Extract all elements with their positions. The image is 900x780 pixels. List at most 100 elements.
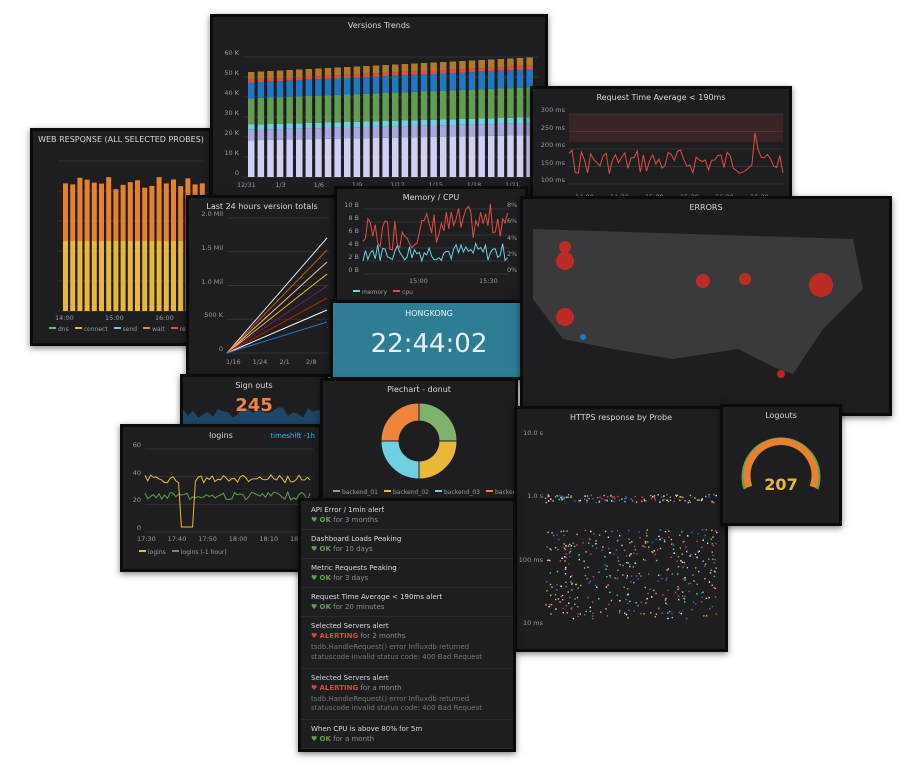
scatter-dot bbox=[692, 574, 694, 576]
scatter-dot bbox=[550, 549, 552, 551]
scatter-dot bbox=[567, 496, 569, 499]
scatter-dot bbox=[604, 530, 607, 533]
bar-segment bbox=[382, 137, 389, 177]
scatter-dot bbox=[638, 572, 641, 575]
alert-since: for a month bbox=[360, 683, 402, 692]
bar-segment bbox=[497, 59, 505, 68]
scatter-dot bbox=[681, 553, 683, 555]
scatter-dot bbox=[591, 545, 594, 547]
scatter-dot bbox=[618, 499, 621, 502]
scatter-dot bbox=[556, 494, 558, 497]
legend-swatch bbox=[333, 490, 340, 492]
bar-segment bbox=[286, 77, 293, 81]
bar-segment bbox=[526, 57, 533, 66]
alert-state-row: ♥ OK for a month bbox=[311, 735, 503, 743]
bar-segment bbox=[276, 123, 284, 130]
bar-segment bbox=[248, 124, 255, 130]
scatter-dot bbox=[683, 598, 686, 600]
scatter-dot bbox=[589, 553, 592, 555]
scatter-dot bbox=[629, 600, 631, 603]
scatter-dot bbox=[633, 552, 635, 555]
legend-swatch bbox=[383, 490, 391, 492]
bar-segment bbox=[286, 70, 293, 78]
bar-segment bbox=[363, 121, 370, 128]
bar-segment bbox=[468, 124, 476, 137]
panel-title: logins bbox=[209, 431, 233, 440]
bar-segment bbox=[401, 126, 409, 138]
y-tick-label: 40 bbox=[132, 468, 141, 477]
scatter-dot bbox=[626, 594, 629, 596]
alert-name: API Error / 1min alert bbox=[311, 506, 385, 514]
bar-segment bbox=[142, 187, 148, 241]
scatter-dot bbox=[701, 546, 703, 549]
y-tick-label: 2.0 Mil bbox=[201, 210, 223, 218]
scatter-dot bbox=[682, 597, 685, 600]
y-tick-label: 10 K bbox=[224, 149, 239, 157]
scatter-dot bbox=[687, 583, 690, 585]
scatter-dot bbox=[563, 547, 566, 549]
bar-segment bbox=[488, 67, 495, 72]
bar-segment bbox=[372, 65, 380, 74]
scatter-dot bbox=[708, 597, 710, 599]
legend-label: wait bbox=[152, 326, 165, 333]
scatter-dot bbox=[650, 494, 652, 497]
scatter-dot bbox=[569, 596, 571, 599]
scatter-dot bbox=[549, 548, 551, 550]
bar-segment bbox=[106, 177, 112, 241]
bar-segment bbox=[257, 71, 265, 79]
scatter-dot bbox=[621, 498, 623, 500]
scatter-dot bbox=[669, 610, 671, 613]
scatter-dot bbox=[667, 500, 670, 503]
scatter-dot bbox=[565, 546, 567, 548]
bar-segment bbox=[372, 73, 380, 77]
scatter-dot bbox=[691, 531, 693, 534]
scatter-dot bbox=[565, 581, 567, 583]
scatter-dot bbox=[584, 574, 587, 577]
x-tick-label: 1/3 bbox=[275, 181, 286, 189]
panel-title: WEB RESPONSE (ALL SELECTED PROBES) bbox=[38, 135, 204, 144]
scatter-dot bbox=[647, 573, 650, 575]
alert-state-row: ♥ OK for 20 minutes bbox=[311, 603, 503, 611]
legend-swatch bbox=[393, 290, 401, 292]
bar-segment bbox=[478, 136, 485, 177]
scatter-dot bbox=[646, 529, 649, 531]
y-tick-label: 0 bbox=[234, 169, 239, 177]
y-tick-label: 30 K bbox=[224, 109, 239, 117]
web-response-panel: WEB RESPONSE (ALL SELECTED PROBES) 14:00 1… bbox=[30, 128, 212, 346]
bar-segment bbox=[363, 138, 370, 177]
scatter-dot bbox=[631, 541, 633, 543]
series-line bbox=[226, 285, 328, 354]
scatter-dot bbox=[676, 573, 679, 575]
scatter-dot bbox=[579, 613, 581, 615]
scatter-dot bbox=[657, 574, 660, 577]
versions-trends-panel: Versions Trends 60 K 50 K 40 K 30 K 20 K 10 K 0… bbox=[210, 14, 548, 202]
scatter-dot bbox=[593, 533, 595, 535]
x-tick-label: 1/18 bbox=[466, 181, 482, 189]
y-tick-label: 100 ms bbox=[518, 555, 543, 564]
bar-segment bbox=[440, 119, 447, 126]
scatter-dot bbox=[712, 544, 715, 547]
scatter-dot bbox=[596, 497, 599, 499]
bar-segment bbox=[324, 122, 332, 128]
bar-segment bbox=[363, 77, 370, 94]
bar-segment bbox=[478, 124, 485, 137]
scatter-dot bbox=[693, 580, 695, 582]
scatter-dot bbox=[659, 547, 662, 550]
scatter-dot bbox=[633, 545, 636, 548]
scatter-dot bbox=[659, 529, 661, 531]
scatter-dot bbox=[623, 586, 625, 588]
alert-message: tsdb.HandleRequest() error Influxdb retu… bbox=[311, 643, 482, 661]
legend-swatch bbox=[485, 490, 493, 492]
legend-swatch bbox=[143, 327, 151, 329]
scatter-dot bbox=[702, 560, 704, 562]
scatter-dot bbox=[584, 529, 587, 532]
bar-segment bbox=[248, 129, 255, 141]
scatter-dot bbox=[689, 501, 691, 504]
scatter-dot bbox=[567, 602, 570, 604]
bar-segment bbox=[248, 79, 255, 83]
bar-segment bbox=[305, 139, 313, 177]
bar-segment bbox=[257, 129, 265, 141]
x-tick-label: 1/24 bbox=[252, 358, 268, 366]
bar-segment bbox=[324, 78, 332, 96]
bar-segment bbox=[516, 117, 524, 124]
